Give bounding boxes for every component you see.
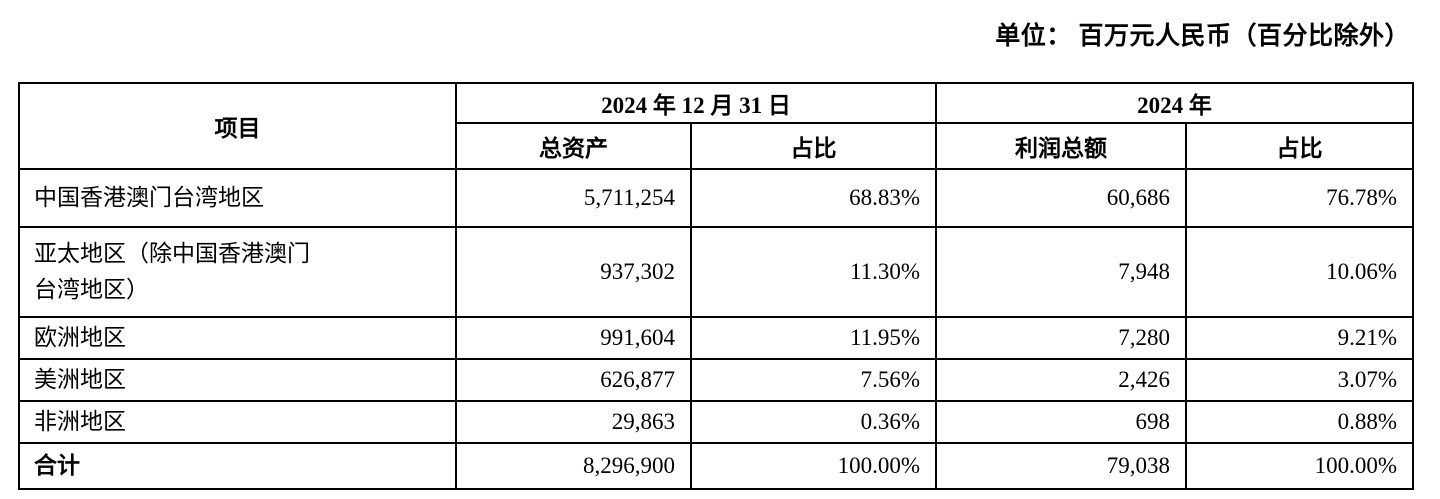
profit-share-cell: 10.06% xyxy=(1185,226,1414,318)
assets-cell: 937,302 xyxy=(455,226,692,318)
region-cell: 美洲地区 xyxy=(18,358,457,402)
assets-share-cell: 100.00% xyxy=(690,441,937,490)
header-item-column: 项目 xyxy=(18,82,457,170)
region-cell: 亚太地区（除中国香港澳门 台湾地区） xyxy=(18,226,457,318)
assets-share-cell: 68.83% xyxy=(690,168,937,228)
header-row-columns: 总资产 占比 利润总额 占比 xyxy=(19,122,1414,170)
regional-financials-table: 项目 2024 年 12 月 31 日 2024 年 总资产 占比 利润总额 占… xyxy=(18,82,1414,490)
table-row: 中国香港澳门台湾地区 5,711,254 68.83% 60,686 76.78… xyxy=(18,168,1414,228)
assets-cell: 8,296,900 xyxy=(455,441,692,490)
table-row: 欧洲地区 991,604 11.95% 7,280 9.21% xyxy=(18,316,1414,360)
profit-share-cell: 9.21% xyxy=(1185,316,1414,360)
profit-share-cell: 3.07% xyxy=(1185,358,1414,402)
header-assets-share: 占比 xyxy=(690,122,937,170)
assets-cell: 29,863 xyxy=(455,399,692,444)
total-row: 合计 8,296,900 100.00% 79,038 100.00% xyxy=(18,441,1414,490)
header-total-profit: 利润总额 xyxy=(935,122,1187,170)
profit-cell: 7,280 xyxy=(935,316,1187,360)
region-cell: 中国香港澳门台湾地区 xyxy=(18,168,457,228)
total-label-cell: 合计 xyxy=(18,441,457,490)
table-row: 非洲地区 29,863 0.36% 698 0.88% xyxy=(18,399,1414,444)
assets-share-cell: 7.56% xyxy=(690,358,937,402)
unit-note: 单位： 百万元人民币（百分比除外） xyxy=(995,23,1410,50)
header-row-groups: 项目 2024 年 12 月 31 日 2024 年 xyxy=(18,82,1414,170)
assets-cell: 626,877 xyxy=(455,358,692,402)
profit-share-cell: 76.78% xyxy=(1185,168,1414,228)
profit-cell: 79,038 xyxy=(935,441,1187,490)
profit-cell: 698 xyxy=(935,399,1187,444)
profit-share-cell: 100.00% xyxy=(1185,441,1414,490)
header-total-assets: 总资产 xyxy=(455,122,692,170)
header-profit-share: 占比 xyxy=(1185,122,1414,170)
profit-cell: 60,686 xyxy=(935,168,1187,228)
assets-cell: 5,711,254 xyxy=(455,168,692,228)
assets-share-cell: 0.36% xyxy=(690,399,937,444)
profit-cell: 2,426 xyxy=(935,358,1187,402)
assets-cell: 991,604 xyxy=(455,316,692,360)
profit-share-cell: 0.88% xyxy=(1185,399,1414,444)
region-cell: 欧洲地区 xyxy=(18,316,457,360)
region-cell: 非洲地区 xyxy=(18,399,457,444)
header-date-group: 2024 年 12 月 31 日 xyxy=(455,82,937,124)
table-row: 亚太地区（除中国香港澳门 台湾地区） 937,302 11.30% 7,948 … xyxy=(18,226,1414,318)
assets-share-cell: 11.30% xyxy=(690,226,937,318)
profit-cell: 7,948 xyxy=(935,226,1187,318)
table-row: 美洲地区 626,877 7.56% 2,426 3.07% xyxy=(18,358,1414,402)
header-year-group: 2024 年 xyxy=(935,82,1414,124)
assets-share-cell: 11.95% xyxy=(690,316,937,360)
